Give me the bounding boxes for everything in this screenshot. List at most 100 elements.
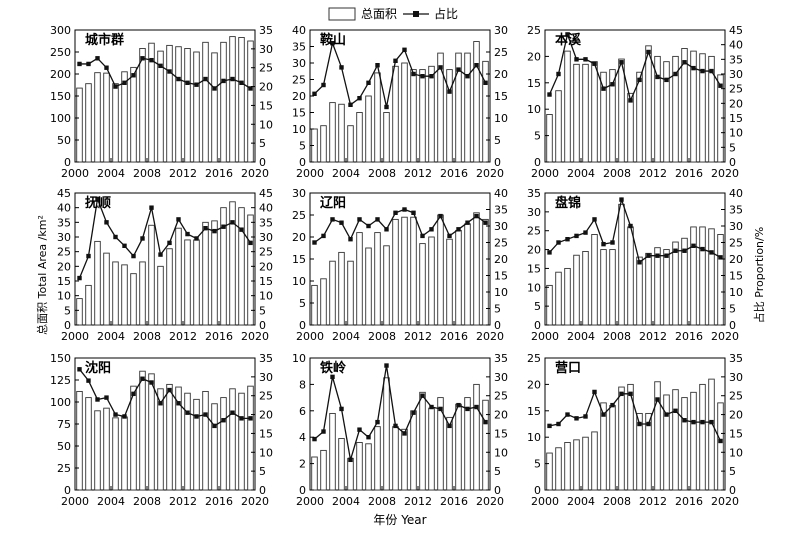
bar — [717, 402, 724, 491]
y-right-tick-label: 15 — [494, 427, 508, 440]
y-left-tick-label: 50 — [57, 134, 71, 147]
line-point — [402, 207, 407, 212]
chart-panel: 0 5 10 15 20 25 0 5 10 15 20 25 30 35 2000 2004 2008 2012… — [527, 352, 743, 508]
line-point — [366, 435, 371, 440]
bar — [600, 249, 607, 326]
y-axis-left-label: 总面积 Total Area /km² — [35, 215, 49, 335]
y-right-tick-label: 10 — [729, 446, 743, 459]
bar — [654, 55, 661, 163]
y-right-tick-label: 25 — [729, 83, 743, 96]
line-point — [167, 69, 172, 74]
x-tick-label: 2020 — [241, 495, 269, 508]
line-point — [230, 410, 235, 415]
y-left-tick-label: 25 — [292, 74, 306, 87]
line-point — [655, 397, 660, 402]
line-point — [673, 408, 678, 413]
bar — [591, 234, 598, 326]
bar — [94, 240, 101, 326]
line-point — [691, 243, 696, 248]
bar — [85, 397, 92, 491]
y-right-tick-label: 30 — [494, 371, 508, 384]
line-point — [131, 73, 136, 78]
y-right-tick-label: 30 — [259, 371, 273, 384]
bar — [672, 389, 679, 491]
line-point — [483, 220, 488, 225]
y-left-tick-label: 0 — [299, 484, 306, 497]
bar — [193, 398, 200, 491]
line-point — [321, 429, 326, 434]
line-point — [86, 253, 91, 259]
y-right-tick-label: 15 — [729, 270, 743, 283]
y-left-tick-label: 15 — [57, 275, 71, 288]
panel-frame — [74, 357, 256, 491]
x-tick-label: 2016 — [675, 167, 703, 180]
bar — [338, 251, 345, 326]
bar — [654, 247, 661, 326]
x-tick-label: 2020 — [241, 330, 269, 343]
bar — [112, 417, 119, 491]
line-point — [411, 71, 416, 77]
y-right-tick-label: 0 — [729, 319, 736, 332]
y-right-tick-label: 35 — [729, 53, 743, 66]
line-point — [438, 213, 443, 219]
bar — [645, 252, 652, 326]
bar — [708, 378, 715, 491]
bar — [419, 391, 426, 491]
line-point — [456, 227, 461, 232]
bar — [139, 261, 146, 326]
bar — [482, 399, 489, 491]
line-point — [384, 363, 389, 368]
y-right-tick-label: 0 — [494, 484, 501, 497]
bar — [166, 248, 173, 326]
line-point — [86, 378, 91, 383]
line-point — [357, 96, 362, 101]
line-point — [185, 80, 190, 85]
line-point — [456, 67, 461, 72]
line-point — [330, 41, 335, 46]
x-tick-label: 2008 — [133, 167, 161, 180]
panel-title: 鞍山 — [320, 32, 346, 48]
line-point — [149, 205, 154, 210]
y-left-tick-label: 10 — [527, 103, 541, 116]
bar — [681, 397, 688, 491]
line-point — [619, 391, 624, 397]
line-point — [637, 260, 642, 265]
bar — [473, 41, 480, 163]
bar — [573, 439, 580, 491]
y-left-tick-label: 100 — [50, 396, 71, 409]
line-point — [221, 78, 226, 84]
y-left-tick-label: 50 — [57, 440, 71, 453]
bar — [446, 238, 453, 326]
x-tick-label: 2008 — [603, 330, 631, 343]
bar — [220, 41, 227, 163]
bar — [374, 232, 381, 326]
y-right-tick-label: 10 — [729, 127, 743, 140]
y-left-tick-label: 10 — [527, 431, 541, 444]
panel-title: 城市群 — [85, 32, 124, 48]
x-tick-label: 2012 — [169, 330, 197, 343]
bar — [609, 249, 616, 326]
bar — [428, 407, 435, 491]
line-point — [158, 252, 163, 257]
x-tick-label: 2012 — [639, 167, 667, 180]
y-left-tick-label: 40 — [292, 24, 306, 37]
line-point — [77, 61, 82, 67]
bar — [347, 260, 354, 326]
bar — [112, 261, 119, 326]
line-point — [230, 220, 235, 225]
line-point — [167, 387, 172, 393]
y-left-tick-label: 100 — [50, 112, 71, 125]
panel-title: 铁岭 — [319, 360, 346, 376]
y-left-tick-label: 300 — [50, 24, 71, 37]
bar — [473, 383, 480, 491]
bar — [455, 52, 462, 163]
y-left-tick-label: 8 — [299, 378, 306, 391]
x-tick-label: 2020 — [711, 167, 739, 180]
line-point — [547, 92, 552, 97]
bar — [148, 373, 155, 491]
y-right-tick-label: 0 — [494, 319, 501, 332]
line-point — [176, 76, 181, 82]
bar — [428, 236, 435, 326]
line-point — [547, 423, 552, 429]
y-right-tick-label: 10 — [259, 446, 273, 459]
